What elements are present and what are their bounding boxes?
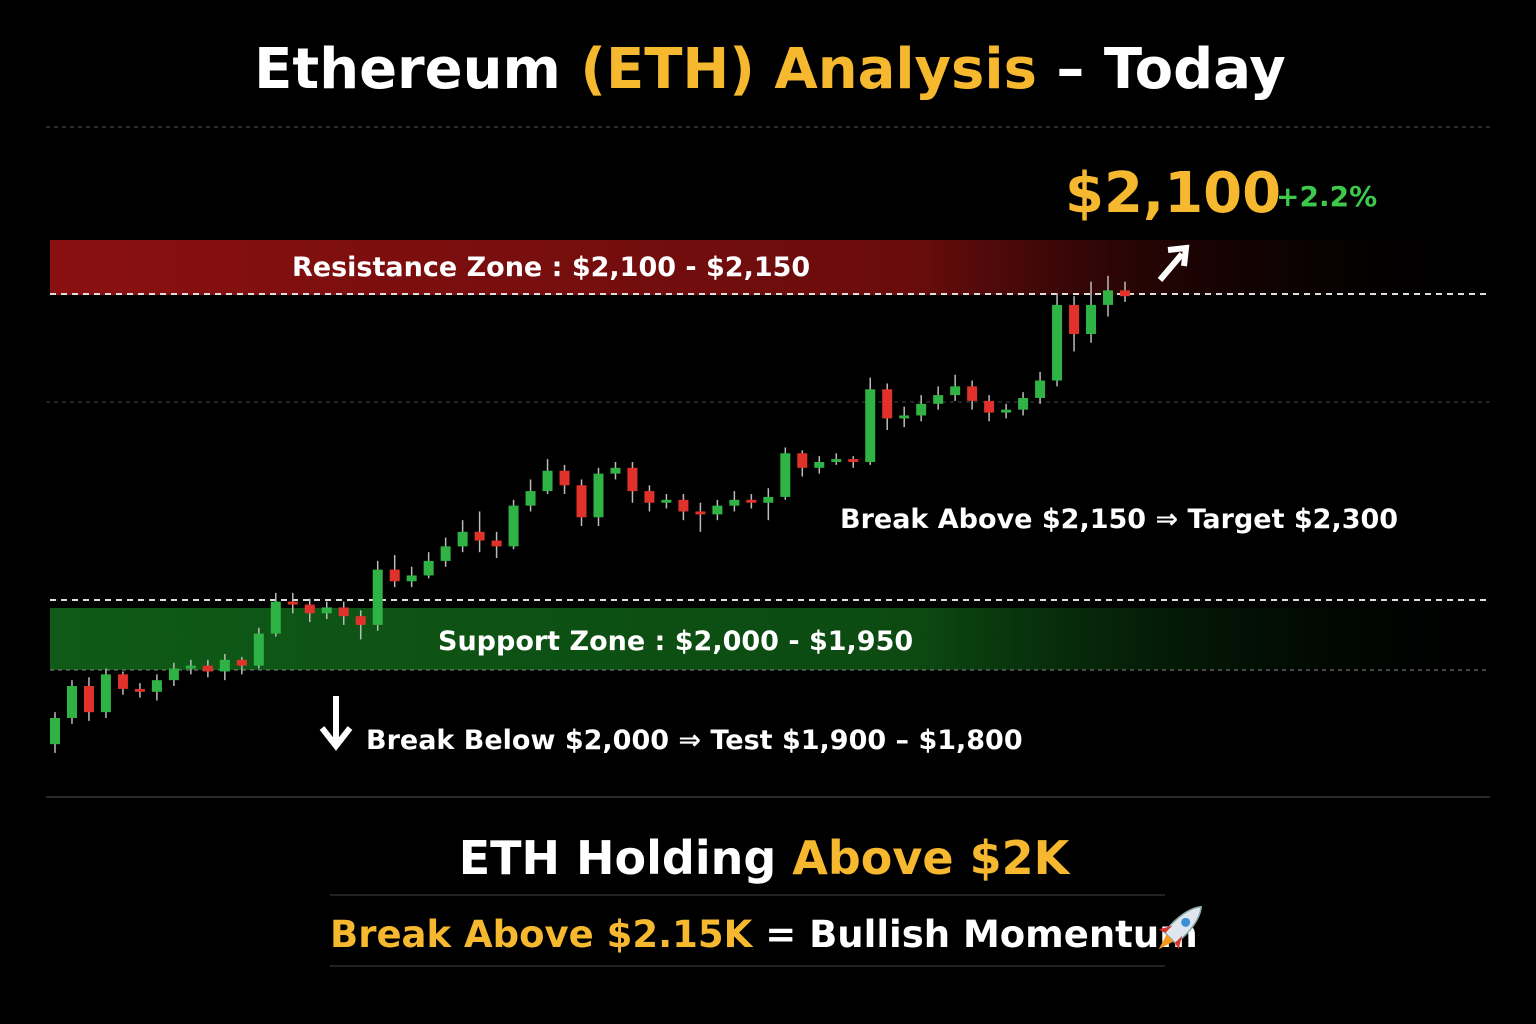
- candle-body: [389, 569, 400, 582]
- candle-body: [967, 386, 978, 401]
- candle-body: [440, 546, 451, 561]
- candle-body: [712, 505, 723, 515]
- support-zone: [50, 608, 1490, 670]
- rocket-icon: [1158, 905, 1203, 950]
- candle-body: [593, 473, 604, 518]
- candle-body: [1001, 409, 1012, 413]
- annotation: Break Above $2,150 ⇒ Target $2,300: [840, 504, 1398, 535]
- up-arrow: [1157, 244, 1190, 282]
- candle-body: [695, 511, 706, 515]
- candle-body: [899, 415, 910, 419]
- candle-body: [1052, 304, 1063, 381]
- candle-body: [287, 601, 298, 605]
- candle-body: [423, 560, 434, 576]
- candle-body: [1035, 380, 1046, 398]
- candle-body: [491, 540, 502, 547]
- current-price: $2,100: [1065, 161, 1281, 226]
- candle-body: [542, 470, 553, 492]
- footer-headline: ETH Holding Above $2K: [459, 831, 1072, 885]
- candle-body: [100, 674, 111, 713]
- candle-body: [321, 607, 332, 614]
- footer-part: = Bullish Momentum: [752, 913, 1197, 956]
- candle-body: [729, 499, 740, 506]
- candle-body: [950, 386, 961, 396]
- candle-body: [559, 470, 570, 486]
- candle-body: [831, 459, 842, 462]
- candle-body: [1103, 290, 1114, 305]
- candle-body: [814, 462, 825, 468]
- candle-body: [117, 674, 128, 689]
- candle-body: [1018, 398, 1029, 410]
- candle-body: [916, 403, 927, 416]
- footer-part: ETH Holding: [459, 831, 793, 885]
- candle-body: [304, 604, 315, 614]
- candle-body: [661, 499, 672, 503]
- candle-body: [406, 575, 417, 582]
- footer-subline: Break Above $2.15K = Bullish Momentum: [330, 913, 1198, 956]
- title-part: Ethereum: [254, 37, 580, 102]
- candle-body: [134, 688, 145, 692]
- annotation: Break Below $2,000 ⇒ Test $1,900 – $1,80…: [366, 725, 1023, 756]
- candle-body: [66, 686, 77, 718]
- candle-body: [644, 491, 655, 503]
- title-part: (ETH) Analysis: [580, 37, 1037, 102]
- candles: [50, 275, 1130, 753]
- candle-body: [576, 485, 587, 518]
- candle-body: [270, 601, 281, 634]
- support-label: Support Zone : $2,000 - $1,950: [438, 626, 913, 657]
- candle-body: [83, 686, 94, 713]
- candle-body: [202, 665, 213, 672]
- resistance-zone: [50, 240, 1490, 295]
- candle-body: [627, 467, 638, 492]
- candle-body: [50, 718, 60, 745]
- candle-body: [984, 400, 995, 413]
- candle-body: [780, 453, 791, 497]
- candle-body: [1120, 290, 1130, 297]
- candle-body: [219, 659, 230, 672]
- candle-body: [508, 505, 519, 547]
- candle-body: [372, 569, 383, 625]
- title-part: – Today: [1037, 37, 1286, 102]
- candle-body: [610, 467, 621, 474]
- candle-body: [457, 531, 468, 547]
- candle-body: [763, 496, 774, 503]
- candle-body: [474, 531, 485, 541]
- footer-part: Break Above $2.15K: [330, 913, 754, 956]
- candle-body: [151, 680, 162, 692]
- candle-body: [882, 389, 893, 419]
- candle-body: [746, 499, 757, 503]
- candle-body: [236, 659, 247, 666]
- candle-body: [338, 607, 349, 617]
- candle-body: [253, 633, 264, 666]
- resistance-label: Resistance Zone : $2,100 - $2,150: [292, 252, 810, 283]
- candle-body: [168, 668, 179, 681]
- candle-body: [525, 491, 536, 506]
- chart-title: Ethereum (ETH) Analysis – Today: [254, 37, 1286, 102]
- candle-body: [1086, 304, 1097, 334]
- candle-body: [355, 616, 366, 625]
- down-arrow: [319, 696, 353, 751]
- candle-body: [933, 395, 944, 404]
- price-change: +2.2%: [1276, 180, 1377, 213]
- candle-body: [678, 499, 689, 512]
- candle-body: [865, 389, 876, 462]
- candle-body: [797, 453, 808, 468]
- candle-body: [848, 459, 859, 462]
- candle-body: [1069, 304, 1080, 334]
- footer-part: Above $2K: [792, 831, 1071, 885]
- candle-body: [185, 665, 196, 669]
